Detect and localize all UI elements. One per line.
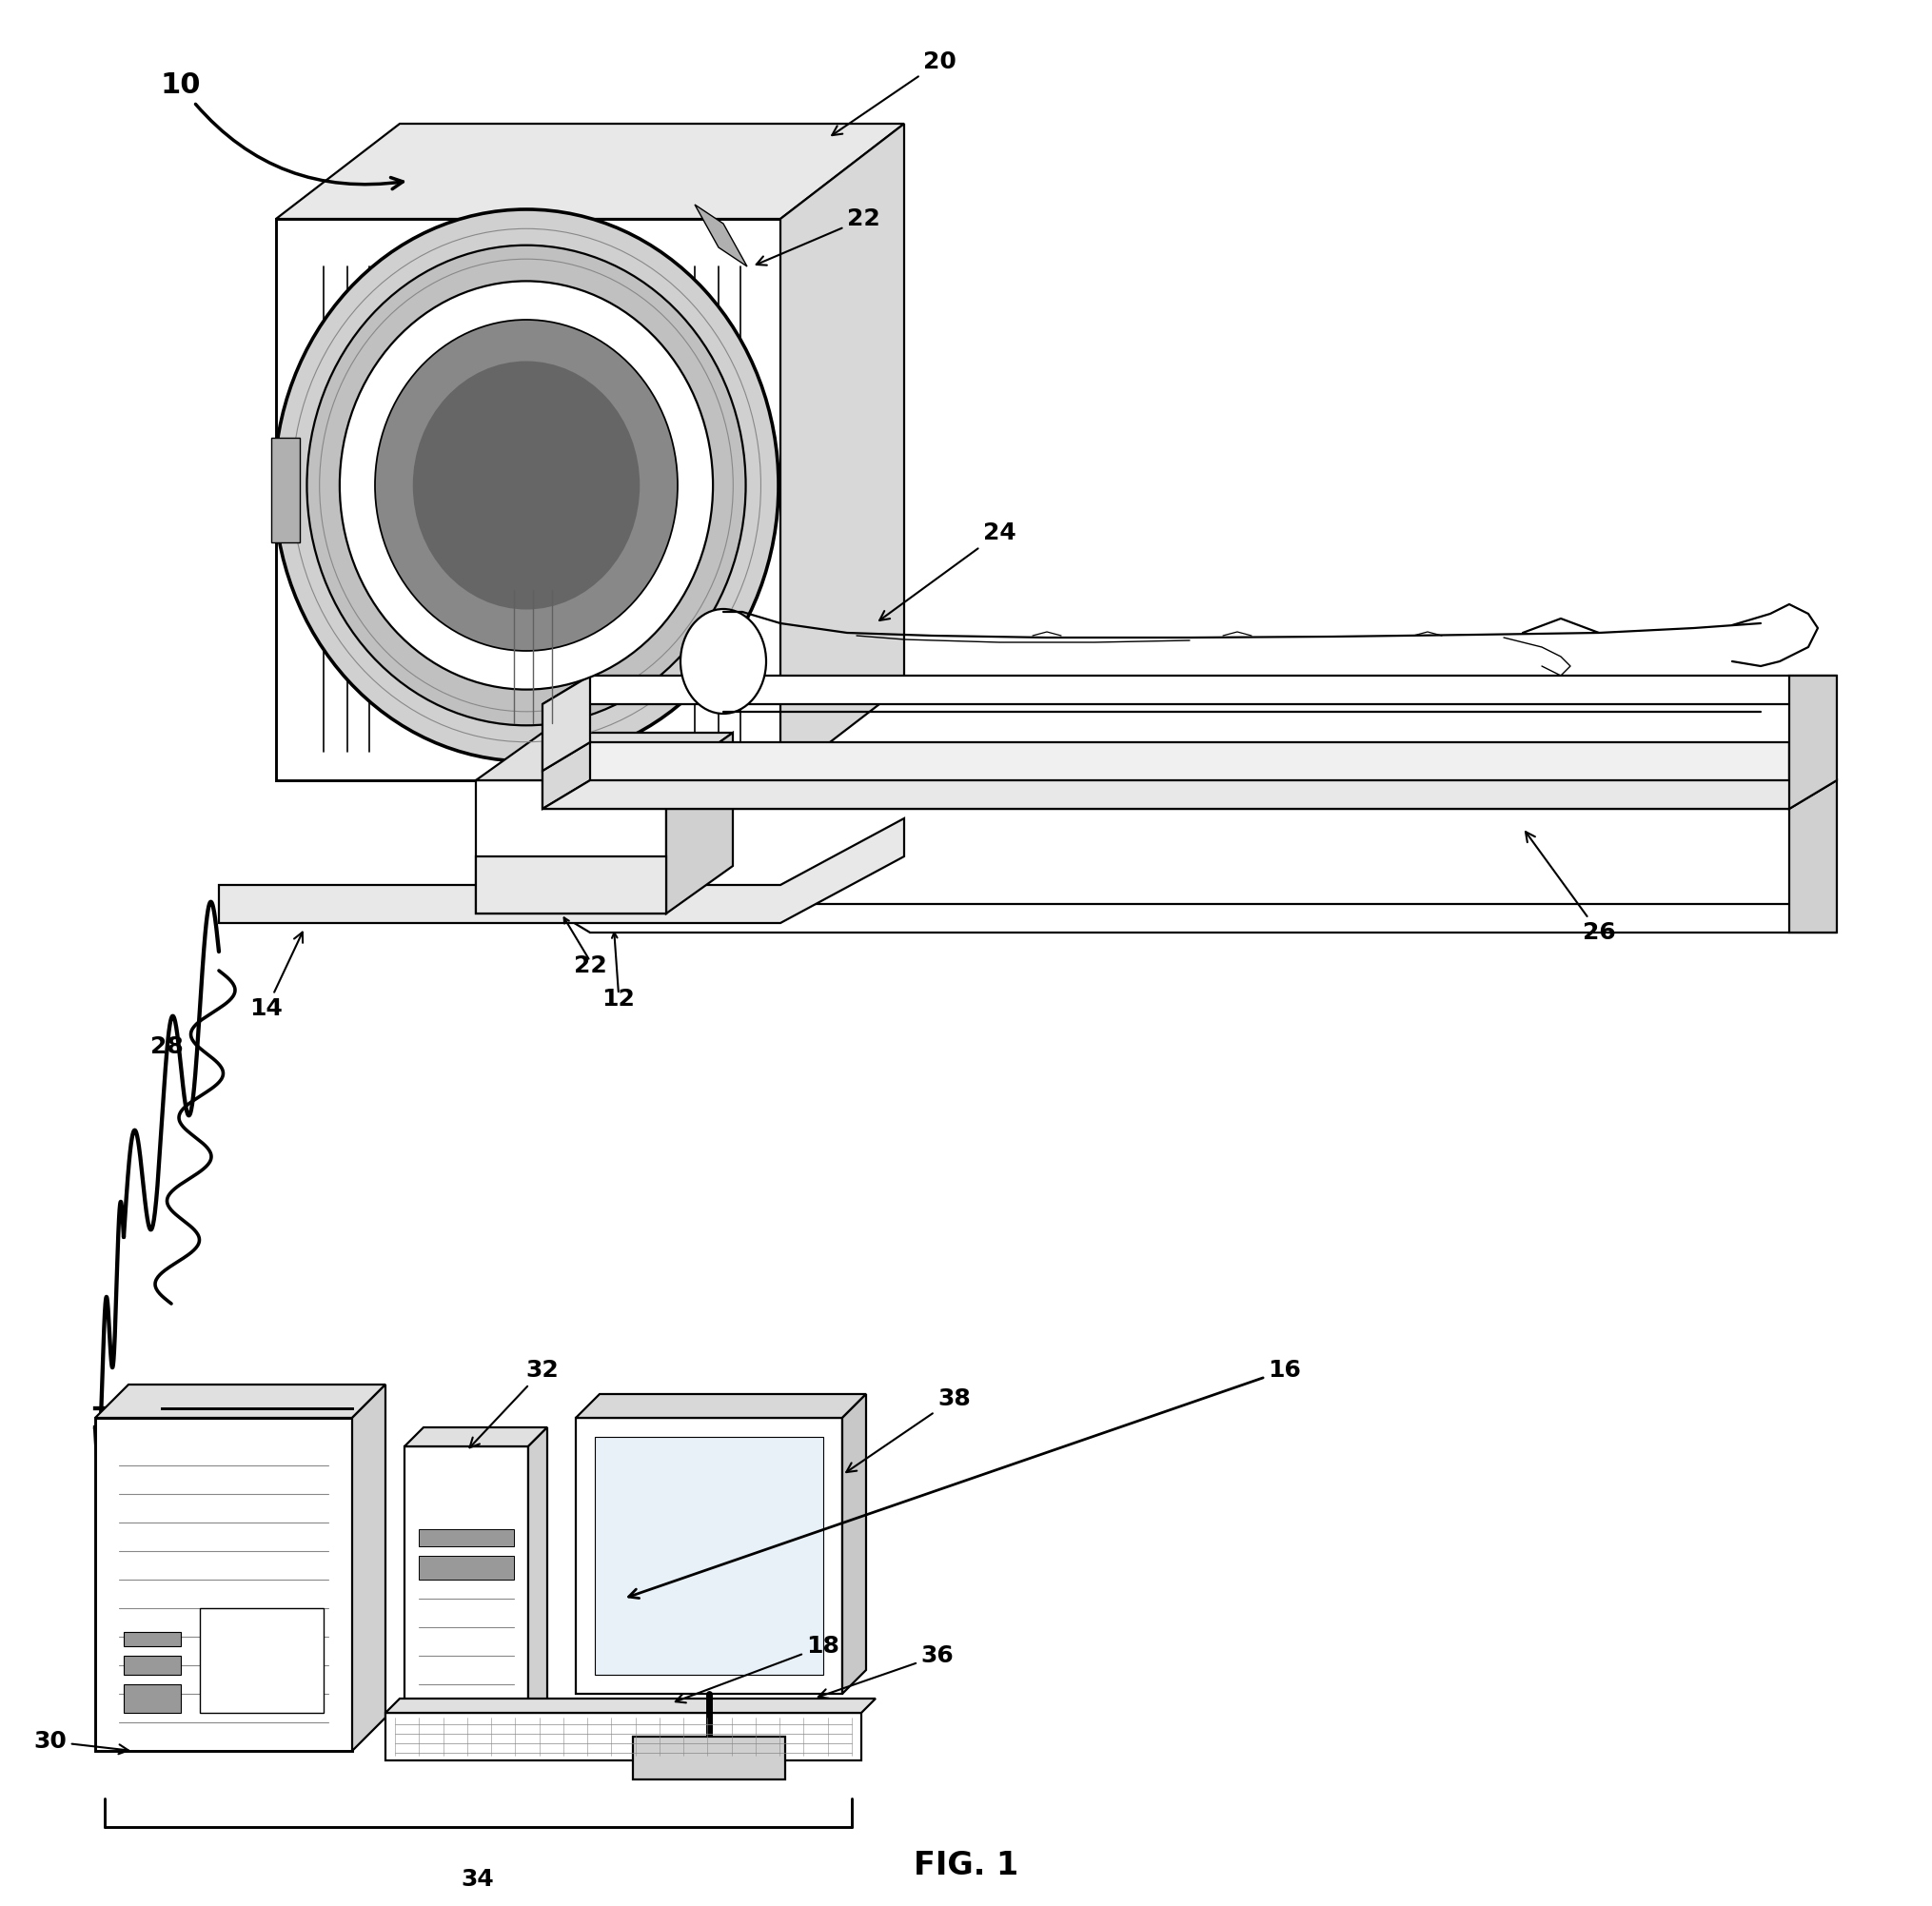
Bar [419, 1529, 514, 1546]
Text: 26: 26 [1526, 831, 1615, 943]
Polygon shape [527, 1428, 547, 1733]
Polygon shape [667, 732, 732, 913]
Polygon shape [1789, 780, 1837, 932]
Text: 24: 24 [879, 522, 1016, 621]
Bar [595, 1437, 823, 1675]
Text: 12: 12 [603, 987, 636, 1010]
Text: 32: 32 [469, 1359, 558, 1449]
Text: 30: 30 [33, 1731, 128, 1754]
Polygon shape [696, 204, 748, 267]
Text: 20: 20 [833, 50, 956, 135]
Polygon shape [543, 675, 1837, 703]
Polygon shape [352, 1384, 386, 1752]
Polygon shape [1789, 675, 1837, 808]
Polygon shape [276, 124, 904, 219]
Polygon shape [475, 732, 732, 780]
Text: 14: 14 [249, 932, 303, 1020]
Polygon shape [543, 741, 589, 808]
Polygon shape [475, 780, 667, 913]
Polygon shape [543, 903, 1837, 932]
Polygon shape [95, 1418, 352, 1752]
Text: FIG. 1: FIG. 1 [914, 1849, 1018, 1881]
Text: 10: 10 [160, 72, 404, 189]
Polygon shape [386, 1713, 862, 1761]
Ellipse shape [680, 610, 767, 713]
Polygon shape [781, 124, 904, 780]
Text: 34: 34 [462, 1868, 495, 1891]
Polygon shape [842, 1393, 866, 1694]
Text: 22: 22 [755, 208, 881, 265]
Polygon shape [276, 219, 781, 780]
Text: 28: 28 [151, 1035, 184, 1058]
Polygon shape [270, 438, 299, 543]
Polygon shape [576, 1418, 842, 1694]
Polygon shape [543, 741, 1789, 808]
Polygon shape [218, 818, 904, 923]
Bar [124, 1632, 182, 1647]
Bar [419, 1555, 514, 1580]
Polygon shape [95, 1384, 386, 1418]
Text: 16: 16 [628, 1359, 1302, 1599]
Bar [124, 1685, 182, 1713]
Polygon shape [404, 1428, 547, 1447]
Ellipse shape [307, 246, 746, 726]
Bar [634, 1736, 784, 1780]
Text: 22: 22 [574, 955, 607, 978]
Bar [199, 1609, 323, 1713]
Ellipse shape [340, 280, 713, 690]
Ellipse shape [375, 320, 678, 650]
Ellipse shape [413, 360, 639, 610]
Polygon shape [475, 856, 667, 913]
Polygon shape [576, 1393, 866, 1418]
Polygon shape [543, 780, 1837, 808]
Polygon shape [543, 675, 589, 770]
Bar [124, 1656, 182, 1675]
Polygon shape [404, 1447, 527, 1733]
Text: 38: 38 [846, 1388, 970, 1471]
Text: 36: 36 [819, 1645, 954, 1698]
Ellipse shape [274, 210, 779, 760]
Text: 18: 18 [676, 1635, 840, 1702]
Polygon shape [386, 1698, 875, 1713]
